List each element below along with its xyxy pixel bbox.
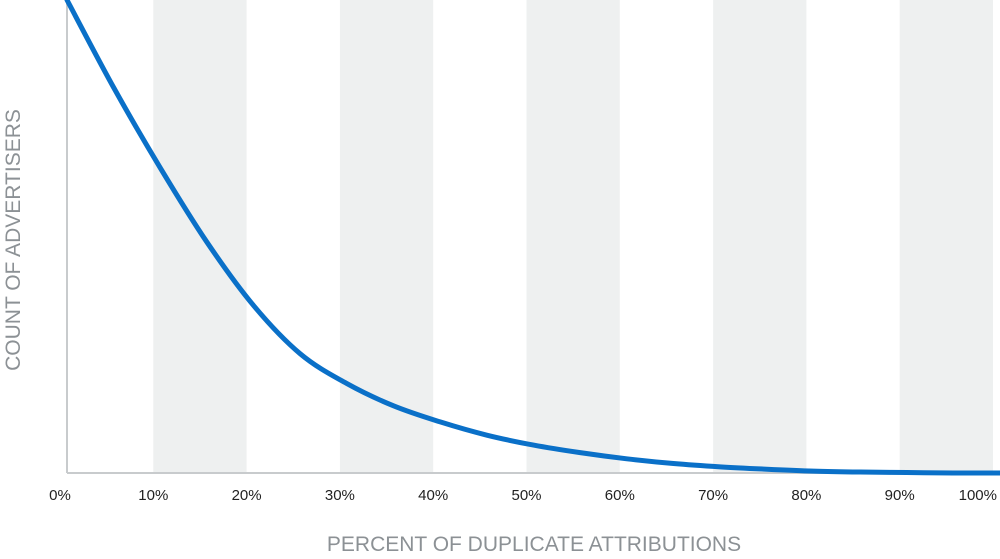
x-tick-label: 50%	[511, 487, 541, 504]
x-tick-label: 10%	[138, 487, 168, 504]
x-tick-label: 100%	[959, 487, 997, 504]
x-tick-label: 20%	[232, 487, 262, 504]
grid-band	[899, 0, 993, 473]
background-bands	[153, 0, 993, 473]
x-tick-label: 0%	[49, 487, 71, 504]
grid-band	[153, 0, 247, 473]
series-line	[64, 0, 1000, 476]
x-tick-label: 40%	[418, 487, 448, 504]
grid-band	[339, 0, 434, 473]
x-tick-label: 30%	[325, 487, 355, 504]
y-axis-title: COUNT OF ADVERTISERS	[2, 109, 25, 371]
grid-band	[526, 0, 620, 473]
x-tick-labels: 0% 10% 20% 30% 40% 50% 60% 70% 80% 90% 100%	[49, 487, 997, 504]
grid-band	[713, 0, 807, 473]
x-tick-label: 70%	[698, 487, 728, 504]
x-tick-label: 80%	[791, 487, 821, 504]
x-axis-title: PERCENT OF DUPLICATE ATTRIBUTIONS	[327, 533, 741, 556]
x-tick-label: 60%	[605, 487, 635, 504]
series-lines	[64, 0, 1000, 476]
x-tick-label: 90%	[885, 487, 915, 504]
